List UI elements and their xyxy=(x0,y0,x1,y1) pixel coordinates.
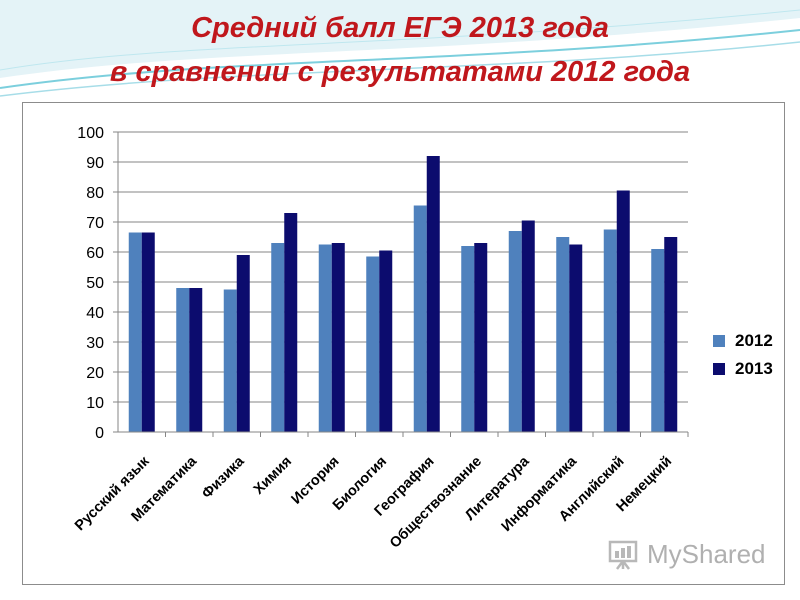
bar-2012 xyxy=(128,232,142,432)
bar-2012 xyxy=(556,237,570,432)
legend-item-2013: 2013 xyxy=(713,355,773,383)
bar-2012 xyxy=(603,229,617,432)
bar-2013 xyxy=(474,243,488,432)
legend-label-2013: 2013 xyxy=(735,359,773,378)
bar-2013 xyxy=(284,213,298,432)
bar-2013 xyxy=(616,190,630,432)
y-tick-label: 100 xyxy=(77,125,104,142)
legend-label-2012: 2012 xyxy=(735,331,773,350)
y-tick-label: 40 xyxy=(86,305,104,322)
bar-2012 xyxy=(318,244,332,432)
bar-2013 xyxy=(189,288,203,432)
bar-2012 xyxy=(461,246,475,432)
title-line-2: в сравнении с результатами 2012 года xyxy=(109,56,691,88)
chart-legend: 2012 2013 xyxy=(713,327,773,383)
legend-item-2012: 2012 xyxy=(713,327,773,355)
slide-title: Средний балл ЕГЭ 2013 года в сравнении с… xyxy=(0,6,800,94)
bar-2012 xyxy=(508,231,522,432)
myshared-logo-icon xyxy=(608,540,638,570)
watermark: MyShared xyxy=(607,537,766,571)
y-tick-label: 80 xyxy=(86,185,104,202)
y-tick-label: 60 xyxy=(86,245,104,262)
legend-swatch-2013 xyxy=(713,363,725,375)
bar-2012 xyxy=(223,289,237,432)
y-tick-label: 90 xyxy=(86,155,104,172)
bar-2013 xyxy=(236,255,250,432)
x-tick-label: Физика xyxy=(199,453,248,502)
bar-2013 xyxy=(331,243,345,432)
bar-2013 xyxy=(379,250,393,432)
x-tick-label: Химия xyxy=(251,454,295,498)
y-tick-label: 10 xyxy=(86,395,104,412)
y-tick-label: 30 xyxy=(86,335,104,352)
title-line-1: Средний балл ЕГЭ 2013 года xyxy=(191,12,609,44)
chart-frame: 0 10 20 30 40 50 60 70 80 90 100 Русский язык Матема… xyxy=(22,102,785,585)
bar-2012 xyxy=(271,243,285,432)
bar-2012 xyxy=(413,205,427,432)
bar-2012 xyxy=(366,256,380,432)
legend-swatch-2012 xyxy=(713,335,725,347)
watermark-text: MyShared xyxy=(647,538,766,569)
bar-2013 xyxy=(569,244,583,432)
y-tick-label: 0 xyxy=(95,425,104,442)
bar-2013 xyxy=(664,237,678,432)
y-tick-label: 20 xyxy=(86,365,104,382)
y-tick-label: 50 xyxy=(86,275,104,292)
bar-2012 xyxy=(176,288,190,432)
y-tick-label: 70 xyxy=(86,215,104,232)
bar-2013 xyxy=(521,220,535,432)
x-tick-label: Обществознание xyxy=(387,454,485,552)
bar-2013 xyxy=(141,232,155,432)
bar-2012 xyxy=(651,249,665,432)
bar-2013 xyxy=(426,156,440,432)
